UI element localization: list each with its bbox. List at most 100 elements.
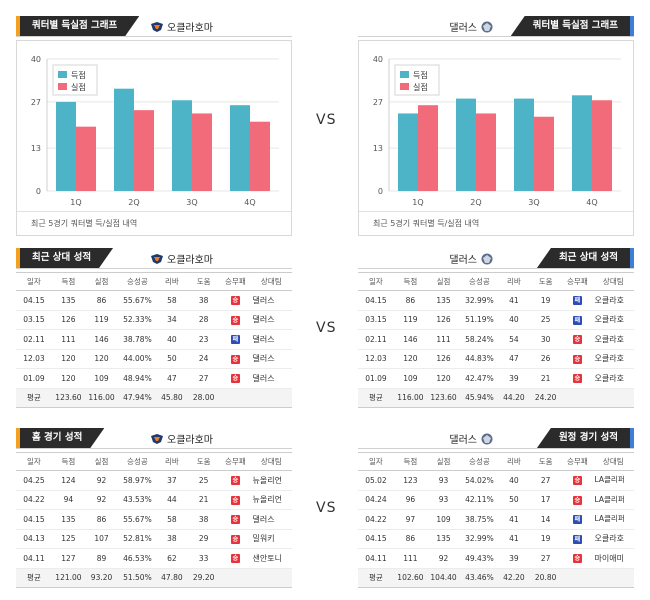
- mavericks-logo-icon: [480, 21, 494, 33]
- mavericks-logo-icon: [480, 253, 494, 265]
- table-cell: 109: [84, 368, 119, 389]
- average-cell: 42.20: [498, 567, 530, 588]
- y-tick-label: 27: [31, 98, 41, 107]
- table-cell: 42.47%: [460, 368, 499, 389]
- stats-table: 일자 득점 실점 승성공 리바 도움 승무패 상대팀 04.15 135 86 55.67% 58 38 승…: [16, 272, 292, 408]
- opponent-cell: 댈러스: [250, 310, 292, 330]
- table-cell: 119: [84, 310, 119, 330]
- result-badge: 승: [230, 476, 240, 486]
- table-cell: 92: [426, 548, 461, 569]
- average-row: 평균 121.00 93.20 51.50% 47.80 29.20: [16, 567, 292, 588]
- legend-swatch: [400, 71, 409, 78]
- average-cell: 47.80: [156, 567, 188, 588]
- table-cell: 04.22: [358, 509, 394, 530]
- opponent-cell: LA클리퍼: [592, 470, 634, 491]
- thunder-logo-icon: [150, 433, 164, 445]
- average-cell: 평균: [16, 567, 52, 588]
- column-header: 승성공: [118, 272, 157, 291]
- table-cell: 92: [84, 470, 119, 491]
- table-cell: 135: [51, 509, 85, 530]
- legend-label: 득점: [413, 70, 428, 80]
- column-header: 일자: [358, 452, 394, 471]
- table-cell: 28: [187, 310, 221, 330]
- table-cell: 17: [529, 490, 563, 510]
- table-cell: 05.02: [358, 470, 394, 491]
- table-cell: 54: [498, 329, 530, 350]
- vs-label: VS: [316, 500, 337, 516]
- y-tick-label: 27: [373, 98, 383, 107]
- bar-scored: [56, 101, 76, 191]
- column-header: 승무패: [220, 272, 251, 291]
- dallas-quarter-chart-panel: 쿼터별 득실점 그래프 댈러스 0 13 27 40 1Q 2Q 3Q 4Q 득점 실점 최근 5…: [358, 16, 634, 236]
- column-header: 도움: [529, 452, 563, 471]
- average-row: 평균 116.00 123.60 45.94% 44.20 24.20: [358, 387, 634, 408]
- average-cell: 24.20: [529, 387, 563, 408]
- opponent-cell: 뉴올리언: [250, 490, 292, 510]
- thunder-logo-icon: [150, 21, 164, 33]
- column-header: 상대팀: [592, 452, 634, 471]
- table-cell: 52.81%: [118, 529, 157, 549]
- table-cell: 04.15: [358, 529, 394, 549]
- bar-scored: [572, 95, 592, 191]
- opponent-cell: 밀워키: [250, 529, 292, 549]
- y-tick-label: 0: [36, 187, 41, 196]
- table-row: 04.11 127 89 46.53% 62 33 승 샌안토니: [16, 548, 292, 569]
- table-cell: 04.22: [16, 490, 52, 510]
- table-row: 01.09 109 120 42.47% 39 21 승 오클라호: [358, 368, 634, 389]
- result-badge: 패: [572, 515, 582, 525]
- result-badge: 승: [230, 315, 240, 325]
- table-cell: 48.94%: [118, 368, 157, 389]
- table-cell: 41: [498, 290, 530, 311]
- table-cell: 111: [426, 329, 461, 350]
- table-cell: 111: [51, 329, 85, 350]
- table-cell: 38: [187, 509, 221, 530]
- stats-table: 일자 득점 실점 승성공 리바 도움 승무패 상대팀 04.15 86 135 32.99% 41 19 패…: [358, 272, 634, 408]
- column-header: 일자: [16, 272, 52, 291]
- table-cell: 19: [529, 290, 563, 311]
- table-cell: 47: [156, 368, 188, 389]
- table-cell: 38: [156, 529, 188, 549]
- oklahoma-recent-h2h-panel: 최근 상대 성적 오클라호마 일자 득점 실점 승성공 리바 도움 승무패 상대팀 04.15 1…: [16, 248, 292, 408]
- table-cell: 04.25: [16, 470, 52, 491]
- table-cell: 04.11: [16, 548, 52, 569]
- table-cell: 32.99%: [460, 290, 499, 311]
- table-cell: 86: [393, 290, 427, 311]
- table-cell: 50: [498, 490, 530, 510]
- column-header: 도움: [529, 272, 563, 291]
- column-header: 일자: [16, 452, 52, 471]
- opponent-cell: 댈러스: [250, 509, 292, 530]
- table-cell: 111: [393, 548, 427, 569]
- table-cell: 119: [393, 310, 427, 330]
- table-cell: 38.78%: [118, 329, 157, 350]
- bar-scored: [456, 98, 476, 191]
- table-row: 02.11 146 111 58.24% 54 30 승 오클라호: [358, 329, 634, 350]
- table-cell: 127: [51, 548, 85, 569]
- column-header: 실점: [426, 272, 461, 291]
- table-cell: 54.02%: [460, 470, 499, 491]
- column-header: 리바: [498, 272, 530, 291]
- panel-title: 최근 상대 성적: [16, 248, 113, 268]
- team-name: 댈러스: [449, 251, 494, 266]
- table-cell: 94: [51, 490, 85, 510]
- opponent-cell: LA클리퍼: [592, 509, 634, 530]
- x-tick-label: 2Q: [470, 198, 481, 207]
- table-row: 04.22 94 92 43.53% 44 21 승 뉴올리언: [16, 490, 292, 510]
- table-cell: 40: [156, 329, 188, 350]
- table-cell: 96: [393, 490, 427, 510]
- average-cell: 29.20: [187, 567, 221, 588]
- table-cell: 120: [393, 349, 427, 369]
- x-tick-label: 4Q: [586, 198, 597, 207]
- table-cell: 04.13: [16, 529, 52, 549]
- dallas-recent-h2h-panel: 최근 상대 성적 댈러스 일자 득점 실점 승성공 리바 도움 승무패 상대팀 04.15 86 1…: [358, 248, 634, 408]
- table-cell: 40: [498, 310, 530, 330]
- opponent-cell: LA클리퍼: [592, 490, 634, 510]
- y-tick-label: 13: [373, 144, 383, 153]
- average-cell: 116.00: [393, 387, 427, 408]
- legend-label: 실점: [71, 82, 86, 92]
- average-cell: [250, 387, 292, 408]
- table-cell: 34: [156, 310, 188, 330]
- column-header: 실점: [84, 452, 119, 471]
- table-cell: 92: [84, 490, 119, 510]
- team-name: 오클라호마: [150, 251, 213, 266]
- table-cell: 46.53%: [118, 548, 157, 569]
